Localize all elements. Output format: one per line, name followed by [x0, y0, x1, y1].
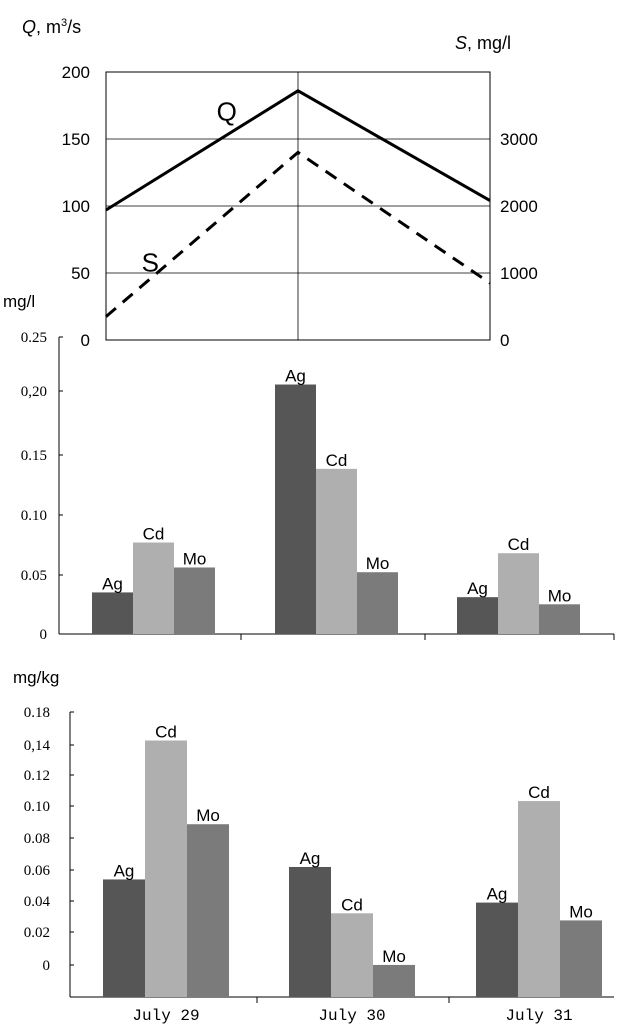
top-left-tick-50: 50 [71, 264, 90, 283]
top-right-tick-1000: 1000 [500, 264, 538, 283]
category-label-july-30: July 30 [318, 1007, 385, 1025]
bot-bar-ag-july-31 [476, 902, 518, 997]
bot-bar-mo-july-30 [373, 964, 415, 997]
mid-bar-ag-july-31 [457, 597, 498, 634]
bot-bars: Ag Cd Mo Ag Cd Mo Ag Cd Mo [103, 723, 602, 997]
bot-bar-mo-july-29 [187, 824, 229, 997]
bot-tick-0-08: 0.08 [24, 831, 50, 847]
bot-tick-0-02: 0.02 [24, 925, 50, 941]
top-left-tick-100: 100 [62, 197, 90, 216]
mid-tick-0-05: 0.05 [21, 568, 47, 584]
mid-bar-label-mo-july-30: Mo [366, 554, 390, 573]
mid-bar-mo-july-29 [174, 567, 215, 634]
left-axis-title: Q, m3/s [22, 17, 81, 37]
top-right-tick-2000: 2000 [500, 197, 538, 216]
sediment-concentration-chart: mg/kg 0.180,140.120.100.080.060.040.020 … [13, 668, 614, 1025]
bot-bar-label-cd-july-30: Cd [341, 895, 363, 914]
mid-bar-label-cd-july-29: Cd [143, 525, 165, 544]
mid-bar-label-cd-july-30: Cd [326, 451, 348, 470]
mid-bar-label-ag-july-30: Ag [285, 367, 306, 386]
mid-bar-label-ag-july-31: Ag [467, 579, 488, 598]
top-right-tick-labels: 3000 2000 1000 0 [500, 130, 538, 350]
bot-bar-label-ag-july-31: Ag [487, 885, 508, 904]
bot-y-axis-title: mg/kg [13, 668, 59, 687]
bot-tick-0-06: 0.06 [24, 863, 51, 879]
mid-bar-ag-july-29 [92, 592, 133, 634]
water-concentration-chart: mg/l 0.250,200.150.100.050 AgCdMoAgCdMoA… [3, 292, 615, 643]
mid-tick-0: 0 [40, 627, 48, 643]
right-axis-title: S, mg/l [455, 33, 511, 53]
series-line-q [105, 89, 491, 212]
bot-tick-0-04: 0.04 [24, 894, 51, 910]
bot-bar-cd-july-31 [518, 801, 560, 997]
mid-tick-labels: 0.25 0,20 0.15 0.10 0.05 0 [21, 330, 615, 643]
mid-bar-cd-july-31 [498, 553, 539, 634]
mid-tick-0-25: 0.25 [21, 330, 47, 346]
mid-bar-label-mo-july-31: Mo [548, 586, 572, 605]
bot-bar-ag-july-29 [103, 879, 145, 997]
bot-tick-0-12: 0.12 [24, 768, 50, 784]
mid-bar-label-mo-july-29: Mo [183, 549, 207, 568]
mid-tick-0-20: 0,20 [21, 384, 47, 400]
bot-bar-cd-july-29 [145, 740, 187, 997]
bot-bar-label-mo-july-31: Mo [569, 902, 593, 921]
top-right-tick-3000: 3000 [500, 130, 538, 149]
mid-bar-mo-july-31 [539, 604, 580, 634]
bot-bar-label-mo-july-29: Mo [196, 806, 220, 825]
mid-bars: Ag Cd Mo Ag Cd Mo Ag Cd Mo [92, 367, 580, 634]
top-left-tick-150: 150 [62, 130, 90, 149]
bot-bar-cd-july-30 [331, 913, 373, 997]
bot-tick-0: 0 [43, 958, 51, 974]
mid-bar-label-ag-july-29: Ag [102, 574, 123, 593]
bot-tick-labels: 0.18 0,14 0.12 0.10 0.08 0.06 0.04 0.02 0 [24, 705, 450, 1003]
series-label-q: Q [217, 96, 237, 126]
top-series-lines: QS [105, 89, 491, 318]
mid-tick-0-15: 0.15 [21, 448, 47, 464]
top-right-tick-0: 0 [500, 331, 509, 350]
mid-bar-cd-july-29 [133, 542, 174, 634]
mid-bar-mo-july-30 [357, 572, 398, 634]
series-label-s: S [142, 247, 159, 277]
mid-y-axis-title: mg/l [3, 292, 35, 311]
bot-bar-mo-july-31 [560, 920, 602, 997]
bot-bar-label-cd-july-29: Cd [155, 723, 177, 742]
mid-tick-0-10: 0.10 [21, 508, 47, 524]
bot-bar-label-ag-july-30: Ag [300, 849, 321, 868]
mid-bar-cd-july-30 [316, 468, 357, 634]
mid-bar-label-cd-july-31: Cd [508, 535, 530, 554]
bot-tick-0-14: 0,14 [24, 738, 51, 754]
bot-bar-ag-july-30 [289, 866, 331, 997]
bot-tick-0-10: 0.10 [24, 799, 50, 815]
top-left-tick-0: 0 [81, 331, 90, 350]
category-label-july-29: July 29 [132, 1007, 199, 1025]
bot-tick-0-18: 0.18 [24, 705, 50, 721]
category-label-july-31: July 31 [505, 1007, 572, 1025]
series-line-s [105, 150, 491, 318]
discharge-sediment-chart: Q, m3/s S, mg/l 200 150 100 50 0 3000 2000 100… [22, 17, 538, 350]
bot-category-labels: July 29 July 30 July 31 [132, 1007, 572, 1025]
top-left-tick-200: 200 [62, 63, 90, 82]
top-left-tick-labels: 200 150 100 50 0 [62, 63, 90, 350]
mid-bar-ag-july-30 [275, 384, 316, 634]
bot-bar-label-mo-july-30: Mo [382, 947, 406, 966]
bot-bar-label-ag-july-29: Ag [114, 861, 135, 880]
bot-bar-label-cd-july-31: Cd [528, 783, 550, 802]
